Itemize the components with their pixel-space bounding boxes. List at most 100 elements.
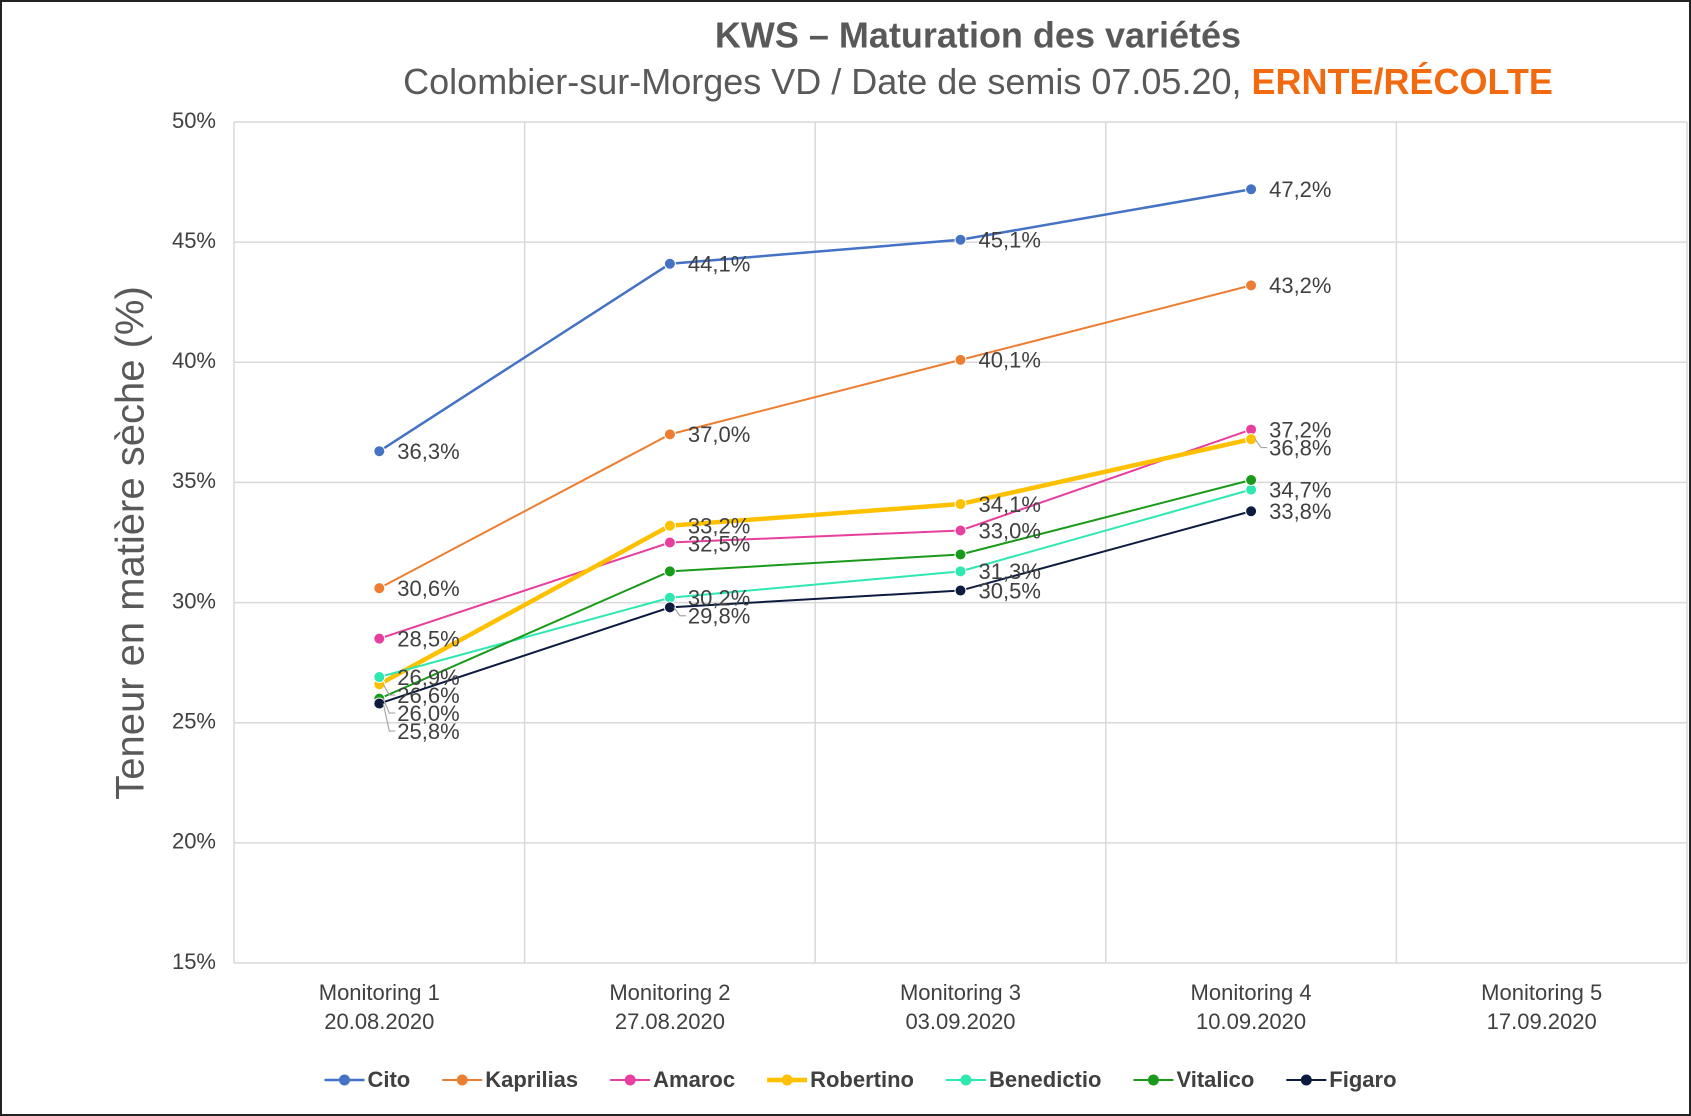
legend-swatch-marker [1300,1074,1312,1086]
series-line [378,479,1252,700]
y-tick-label: 20% [172,829,216,854]
data-label: 33,2% [688,513,750,538]
series-line [378,284,1252,590]
data-point [663,536,676,549]
x-tick-label: Monitoring 3 [900,980,1021,1005]
data-label: 28,5% [397,626,459,651]
data-point [663,428,676,441]
data-point [954,498,967,511]
data-point [954,524,967,537]
legend-label: Amaroc [653,1067,735,1092]
x-tick-label: 10.09.2020 [1196,1009,1306,1034]
x-tick-label: 17.09.2020 [1487,1009,1597,1034]
data-label: 47,2% [1269,177,1331,202]
legend-label: Figaro [1329,1067,1396,1092]
data-label: 34,7% [1269,477,1331,502]
data-label: 36,3% [397,439,459,464]
legend: Cito Kaprilias Amaroc Robertino Benedictio Vi… [324,1067,1397,1092]
leader-line [382,698,396,714]
data-point [1245,183,1258,196]
legend-label: Vitalico [1176,1067,1254,1092]
data-label: 34,1% [979,492,1041,517]
x-tick-label: Monitoring 1 [319,980,440,1005]
data-label: 43,2% [1269,273,1331,298]
series-line [379,488,1252,679]
data-point [373,632,386,645]
data-label: 36,8% [1269,435,1331,460]
y-axis-title: Teneur en matière sèche (%) [109,286,153,800]
y-tick-label: 40% [172,348,216,373]
legend-label: Benedictio [989,1067,1101,1092]
legend-label: Cito [367,1067,410,1092]
subtitle-highlight: ERNTE/RÉCOLTE [1252,61,1553,102]
legend-item: Figaro [1286,1067,1397,1092]
data-point [663,565,676,578]
data-label: 30,5% [979,578,1041,603]
data-point [1245,433,1258,446]
data-label: 32,5% [688,531,750,556]
data-point [954,233,967,246]
data-point [1245,505,1258,518]
leader-line [382,703,396,732]
legend-swatch-marker [1147,1074,1159,1086]
data-point [954,565,967,578]
legend-swatch-marker [960,1074,972,1086]
leader-line [1254,438,1268,449]
subtitle-text: Colombier-sur-Morges VD / Date de semis … [403,61,1241,102]
leader-line [382,683,396,696]
y-tick-label: 25% [172,709,216,734]
data-label: 33,8% [1269,499,1331,524]
chart-subtitle: Colombier-sur-Morges VD / Date de semis … [403,61,1553,102]
x-tick-label: 27.08.2020 [615,1009,725,1034]
series-line [378,510,1252,705]
legend-swatch-marker [781,1074,793,1086]
legend-item: Kaprilias [442,1067,578,1092]
data-point [663,257,676,270]
data-label: 40,1% [979,348,1041,373]
x-tick-label: 20.08.2020 [324,1009,434,1034]
legend-swatch-marker [624,1074,636,1086]
leader-line [673,607,686,617]
data-label: 37,0% [688,422,750,447]
data-point [373,445,386,458]
legend-item: Cito [324,1067,410,1092]
data-label: 30,2% [688,586,750,611]
y-tick-label: 30% [172,588,216,613]
data-point [1245,474,1258,487]
legend-item: Benedictio [945,1067,1101,1092]
data-label: 30,6% [397,576,459,601]
y-tick-label: 50% [172,108,216,133]
x-tick-label: Monitoring 2 [609,980,730,1005]
y-tick-label: 45% [172,228,216,253]
data-label: 44,1% [688,252,750,277]
series-line [378,436,1252,687]
legend-item: Robertino [767,1067,914,1092]
y-tick-label: 15% [172,949,216,974]
legend-item: Vitalico [1133,1067,1254,1092]
x-tick-label: Monitoring 4 [1191,980,1312,1005]
data-label: 33,0% [979,518,1041,543]
series-line [378,428,1252,640]
data-label: 45,1% [979,228,1041,253]
data-label: 29,8% [688,604,750,629]
data-label: 31,3% [979,559,1041,584]
data-label: 25,8% [397,719,459,744]
data-point [954,548,967,561]
x-tick-label: 03.09.2020 [905,1009,1015,1034]
y-tick-label: 35% [172,468,216,493]
data-point [373,582,386,595]
data-label: 26,0% [397,701,459,726]
data-point [954,584,967,597]
series-line [378,188,1252,453]
data-label: 26,6% [397,683,459,708]
legend-label: Kaprilias [485,1067,578,1092]
data-point [663,601,676,614]
legend-label: Robertino [810,1067,914,1092]
data-label: 37,2% [1269,417,1331,442]
legend-swatch-marker [338,1074,350,1086]
data-label: 26,9% [397,665,459,690]
x-tick-label: Monitoring 5 [1481,980,1602,1005]
chart-title: KWS – Maturation des variétés [715,15,1241,56]
